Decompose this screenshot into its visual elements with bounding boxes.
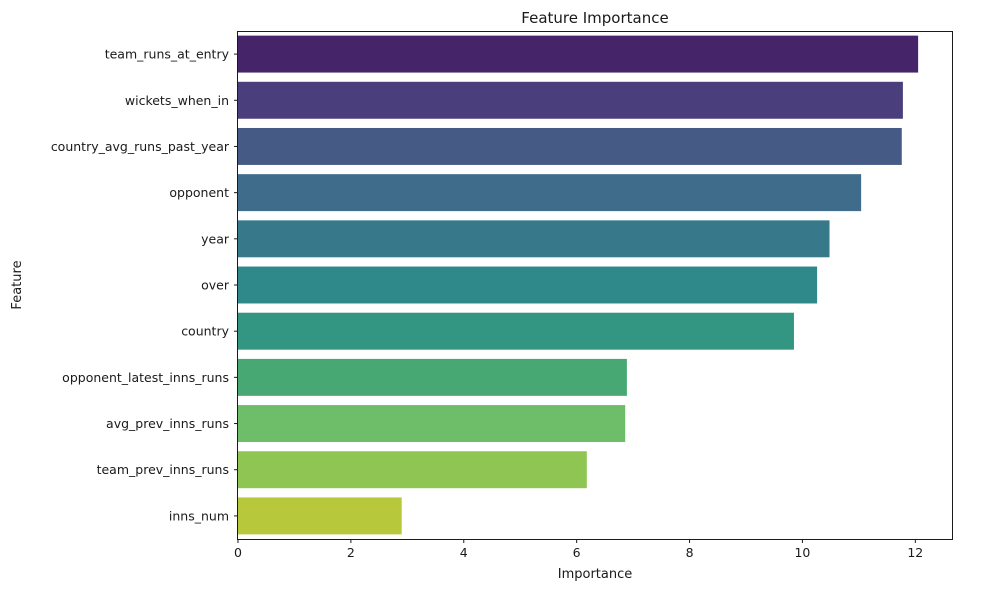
y-tick-label: team_runs_at_entry [105, 47, 230, 62]
bar-team-runs-at-entry [238, 35, 919, 73]
y-tick-label: country_avg_runs_past_year [51, 139, 230, 154]
y-tick-label: opponent [169, 185, 229, 200]
x-tick-label: 4 [460, 545, 468, 560]
bar-country-avg-runs-past-year [238, 127, 902, 165]
x-tick-label: 0 [234, 545, 242, 560]
y-axis-label: Feature [10, 260, 25, 309]
y-tick-label: country [181, 324, 229, 339]
bar-avg-prev-inns-runs [238, 405, 626, 443]
x-tick-label: 10 [794, 545, 810, 560]
x-tick-label: 12 [907, 545, 923, 560]
bar-over [238, 266, 818, 304]
x-tick-label: 8 [686, 545, 694, 560]
y-tick-label: inns_num [169, 508, 229, 523]
chart-title: Feature Importance [521, 9, 668, 27]
bar-opponent-latest-inns-runs [238, 358, 627, 396]
bar-opponent [238, 174, 862, 212]
y-tick-label: team_prev_inns_runs [97, 462, 229, 477]
x-axis-ticks: 0 2 4 6 8 10 12 [234, 539, 923, 560]
y-tick-label: wickets_when_in [125, 93, 229, 108]
bar-team-prev-inns-runs [238, 451, 587, 489]
x-axis-label: Importance [558, 567, 633, 582]
bar-year [238, 220, 830, 258]
y-tick-label: year [201, 231, 230, 246]
x-tick-label: 6 [573, 545, 581, 560]
y-axis-ticks: team_runs_at_entry wickets_when_incountry… [51, 47, 238, 523]
bars-layer [238, 35, 919, 535]
bar-wickets-when-in [238, 81, 903, 119]
x-tick-label: 2 [347, 545, 355, 560]
y-tick-label: opponent_latest_inns_runs [62, 370, 229, 385]
bar-country [238, 312, 794, 350]
y-tick-label: avg_prev_inns_runs [106, 416, 229, 431]
bar-inns-num [238, 497, 402, 535]
y-tick-label: over [201, 278, 230, 293]
plot-frame [237, 31, 953, 540]
